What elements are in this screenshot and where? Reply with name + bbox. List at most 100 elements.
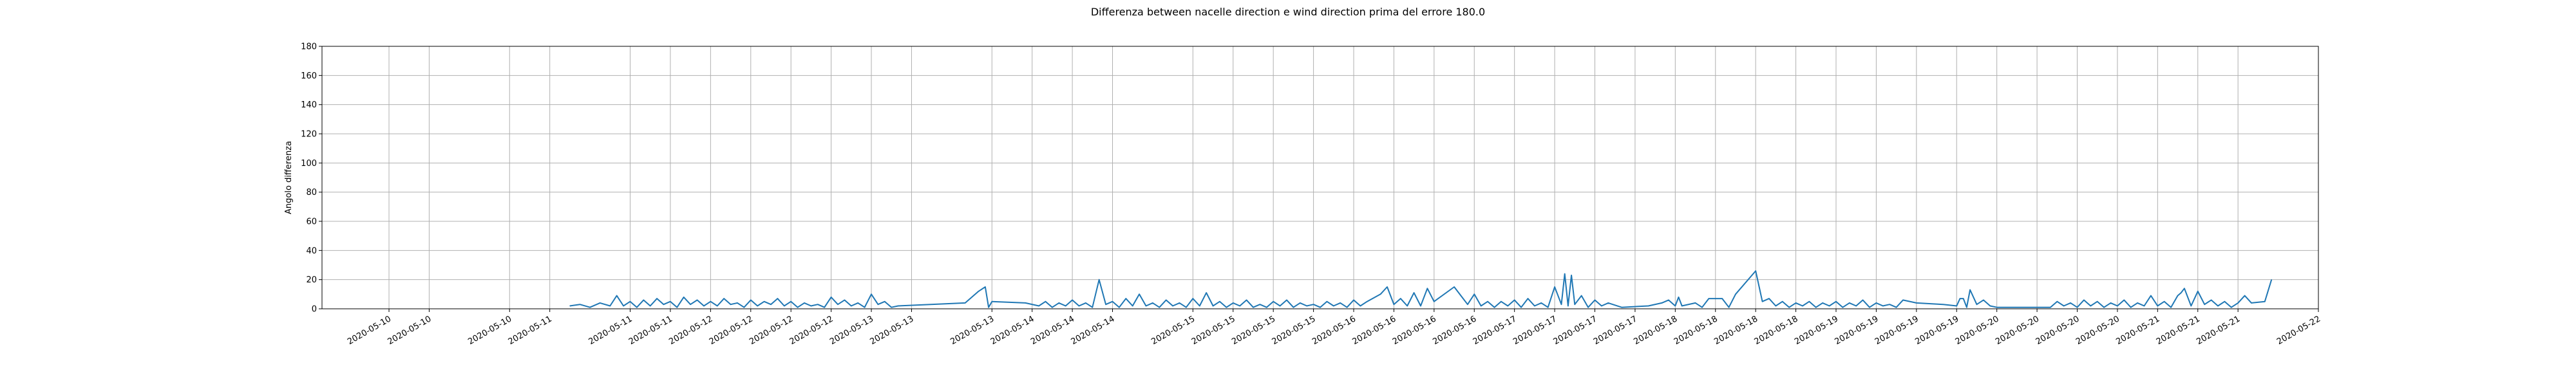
data-point [1112, 301, 1113, 302]
data-point [797, 307, 799, 308]
data-point [837, 304, 838, 305]
data-point [1735, 293, 1736, 295]
data-point [1835, 301, 1837, 302]
data-point [2103, 307, 2105, 308]
y-tick-label: 0 [312, 305, 317, 315]
data-point [1179, 302, 1180, 304]
data-point [2237, 302, 2239, 304]
data-point [2110, 302, 2112, 304]
data-point [1219, 301, 1220, 302]
data-point [1045, 301, 1046, 302]
data-point [1966, 307, 1967, 308]
y-axis-title: Angolo differenza [284, 141, 294, 214]
data-point [636, 307, 638, 308]
data-point [616, 295, 618, 297]
data-point [589, 307, 591, 308]
data-point [884, 301, 886, 302]
data-point [1896, 307, 1897, 308]
data-point [2264, 301, 2266, 302]
data-point [1701, 307, 1703, 308]
data-point [1520, 307, 1522, 308]
data-point [2056, 301, 2058, 302]
data-point [864, 307, 866, 308]
data-point [1795, 302, 1797, 304]
data-point [2137, 302, 2138, 304]
data-point [730, 304, 732, 305]
data-point [1139, 293, 1140, 295]
data-point [1942, 304, 1944, 305]
series-line [569, 270, 2273, 308]
data-point [1092, 307, 1093, 308]
data-point [1842, 307, 1843, 308]
chart-title: Differenza between nacelle direction e w… [1091, 6, 1485, 18]
data-point [824, 307, 825, 308]
data-point [2070, 302, 2071, 304]
data-point [1581, 295, 1582, 297]
data-point [770, 304, 772, 305]
data-point [663, 304, 665, 305]
data-point [2271, 279, 2272, 280]
data-point [2170, 307, 2172, 308]
data-point [1875, 302, 1877, 304]
data-point [1159, 307, 1160, 308]
data-point [1728, 307, 1730, 308]
data-point [1540, 302, 1542, 304]
data-point [1493, 307, 1495, 308]
data-point [1607, 302, 1609, 304]
y-tick-label: 100 [301, 159, 317, 169]
data-point [1869, 307, 1870, 308]
data-point [1782, 301, 1783, 302]
data-point [710, 301, 711, 302]
data-point [817, 304, 819, 305]
data-point [2130, 307, 2132, 308]
data-point [1695, 302, 1696, 304]
plot-frame [321, 46, 2319, 309]
data-point [1426, 288, 1428, 289]
data-point [1849, 302, 1850, 304]
data-point [2224, 301, 2225, 302]
data-point [1976, 304, 1978, 305]
y-tick-label: 180 [301, 42, 317, 52]
data-point [1916, 302, 1917, 304]
data-point [1226, 307, 1227, 308]
data-point [1762, 301, 1763, 302]
data-point [1815, 307, 1817, 308]
data-point [2097, 301, 2098, 302]
data-point [2204, 304, 2205, 305]
data-point [891, 307, 892, 308]
y-tick-label: 60 [306, 217, 317, 227]
y-tick-label: 20 [306, 275, 317, 285]
data-point [1587, 307, 1589, 308]
y-tick-label: 40 [306, 246, 317, 256]
data-point [2244, 295, 2246, 297]
data-point [1340, 302, 1341, 304]
data-point [1889, 304, 1890, 305]
data-point [1266, 307, 1267, 308]
data-point [1273, 301, 1274, 302]
data-point [1454, 286, 1455, 288]
data-point [1380, 293, 1381, 295]
data-point [2150, 295, 2152, 297]
y-tick-label: 120 [301, 130, 317, 140]
data-point [1808, 301, 1810, 302]
data-point [1996, 307, 1998, 308]
data-point [1313, 304, 1314, 305]
data-point [1564, 273, 1566, 275]
data-point [1788, 307, 1790, 308]
y-axis: 0 20 40 60 80 100 120 140 160 180 [301, 42, 322, 315]
y-tick-label: 80 [306, 188, 317, 198]
data-point [2076, 307, 2078, 308]
data-point [2177, 295, 2179, 297]
data-point [1152, 302, 1153, 304]
data-point [1025, 302, 1026, 304]
data-point [1467, 304, 1468, 305]
data-point [1473, 293, 1475, 295]
data-point [1293, 307, 1294, 308]
y-tick-label: 140 [301, 100, 317, 110]
data-point [1560, 304, 1562, 305]
data-point [1085, 302, 1086, 304]
data-point [690, 304, 691, 305]
y-tick-label: 160 [301, 71, 317, 81]
series-layer [569, 270, 2273, 308]
